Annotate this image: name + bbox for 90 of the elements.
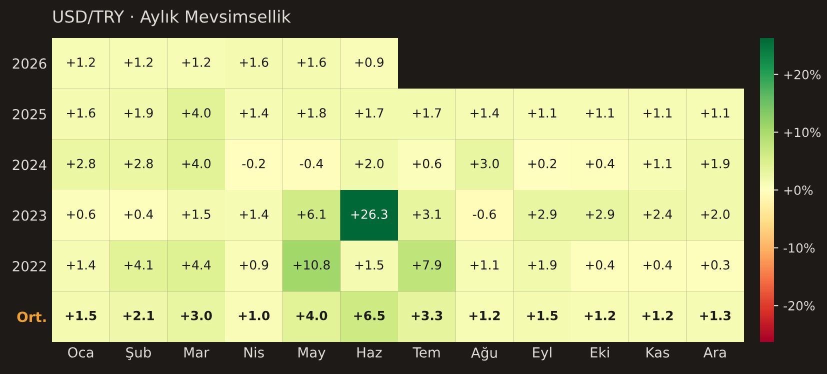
- color-bar-label: +20%: [784, 70, 821, 80]
- data-label: +1.5: [66, 311, 96, 320]
- data-label: +0.6: [66, 210, 96, 219]
- data-label: +1.2: [642, 310, 673, 320]
- x-tick-label: Mar: [184, 347, 210, 358]
- data-label: +1.0: [238, 310, 270, 320]
- x-tick-label: May: [298, 347, 326, 360]
- data-label: +4.0: [296, 310, 328, 320]
- data-label: +2.9: [528, 210, 556, 219]
- data-label: +1.3: [700, 310, 730, 320]
- data-label: +1.2: [182, 58, 210, 67]
- data-label: +1.1: [470, 260, 499, 270]
- data-label: +0.2: [528, 158, 556, 168]
- x-tick-label: Tem: [412, 347, 440, 358]
- data-label: +1.4: [470, 108, 499, 118]
- data-label: +0.4: [586, 158, 614, 168]
- data-label: +2.0: [701, 210, 730, 219]
- color-bar-label: +0%: [784, 185, 813, 195]
- data-label: +3.0: [470, 158, 499, 168]
- data-label: +1.9: [701, 158, 730, 168]
- data-label: +1.1: [644, 108, 672, 118]
- data-label: +2.9: [586, 210, 614, 219]
- y-tick-label: 2024: [12, 160, 46, 170]
- data-label: +1.4: [240, 210, 268, 219]
- data-label: -0.4: [300, 158, 323, 168]
- data-label: +0.6: [412, 158, 442, 168]
- data-label: +1.5: [182, 210, 210, 219]
- x-tick-label: Haz: [357, 347, 382, 358]
- data-label: +0.3: [701, 260, 730, 270]
- y-tick-label: 2022: [12, 260, 46, 272]
- data-label: +1.9: [124, 108, 153, 118]
- y-tick-label: Ort.: [17, 312, 46, 322]
- x-tick-label: Oca: [68, 347, 94, 358]
- y-tick-label: 2025: [12, 108, 46, 120]
- x-tick-label: Ara: [703, 347, 726, 358]
- data-label: -0.2: [242, 158, 265, 168]
- data-label: +1.6: [66, 108, 96, 118]
- data-label: +1.7: [355, 108, 384, 118]
- data-label: +2.8: [66, 158, 96, 168]
- data-label: +0.4: [124, 210, 153, 219]
- data-label: +4.0: [182, 158, 211, 168]
- x-tick-label: Şub: [126, 346, 151, 360]
- chart-title: USD/TRY · Aylık Mevsimsellik: [53, 10, 291, 26]
- data-label: +1.1: [644, 159, 672, 168]
- x-tick-label: Eki: [590, 346, 609, 358]
- data-label: +1.4: [66, 260, 96, 270]
- data-label: +2.1: [124, 310, 154, 320]
- data-label: +0.4: [586, 260, 614, 270]
- data-label: +1.1: [528, 108, 556, 118]
- data-label: +6.1: [298, 210, 326, 219]
- data-label: +4.0: [182, 108, 211, 118]
- data-label: +3.1: [412, 210, 441, 219]
- data-label: +3.0: [181, 310, 212, 320]
- data-label: +1.1: [701, 108, 730, 118]
- data-label: +0.4: [644, 260, 672, 270]
- x-tick-label: Kas: [646, 347, 670, 358]
- data-label: +0.9: [355, 58, 384, 67]
- data-label: +26.3: [351, 210, 388, 219]
- y-tick-label: 2023: [12, 210, 46, 221]
- color-bar-label: +10%: [784, 128, 821, 138]
- data-label: +2.8: [124, 158, 153, 168]
- data-label: +7.9: [412, 260, 442, 270]
- data-label: +4.4: [182, 260, 211, 270]
- data-label: +2.4: [644, 210, 672, 219]
- data-label: +4.1: [124, 260, 153, 270]
- data-label: +1.8: [298, 108, 326, 118]
- x-tick-label: Eyl: [533, 346, 552, 360]
- data-label: +1.5: [527, 311, 558, 320]
- color-bar-label: -10%: [784, 243, 815, 253]
- x-tick-label: Ağu: [471, 346, 497, 361]
- data-label: +1.2: [124, 58, 152, 67]
- data-label: +10.8: [294, 260, 330, 270]
- data-label: +1.6: [298, 58, 326, 67]
- data-label: +0.9: [240, 260, 268, 270]
- data-label: +2.0: [355, 158, 384, 168]
- data-label: +1.2: [66, 58, 95, 67]
- data-label: +1.2: [470, 310, 500, 320]
- data-label: +1.1: [586, 108, 614, 118]
- data-label: +1.6: [240, 58, 268, 67]
- data-label: +1.7: [412, 108, 441, 118]
- y-tick-label: 2026: [12, 58, 46, 69]
- data-label: -0.6: [472, 210, 496, 219]
- data-label: +3.3: [412, 310, 442, 320]
- data-label: +6.5: [354, 310, 385, 320]
- data-label: +1.2: [584, 310, 616, 320]
- data-label: +1.9: [528, 260, 556, 270]
- color-bar-label: -20%: [784, 301, 815, 311]
- data-label: +1.4: [240, 108, 268, 118]
- data-label: +1.5: [355, 260, 384, 270]
- x-tick-label: Nis: [244, 346, 264, 358]
